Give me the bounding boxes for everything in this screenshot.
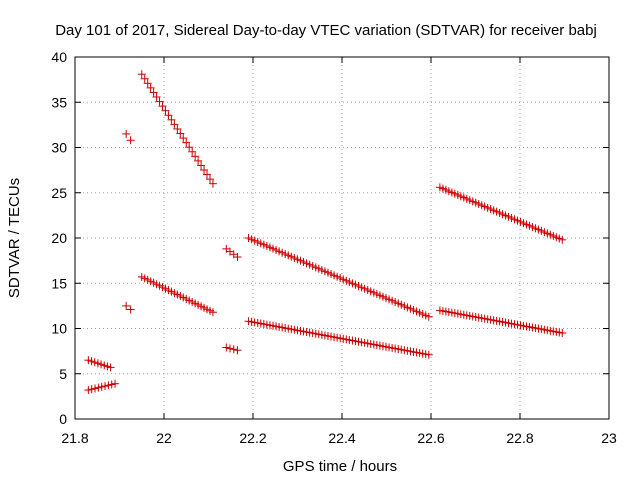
data-point	[149, 88, 158, 97]
data-point	[97, 360, 106, 369]
x-tick-label: 22.6	[417, 430, 444, 446]
data-point	[91, 384, 100, 393]
data-point	[170, 120, 179, 129]
data-point	[173, 124, 182, 133]
data-point	[100, 361, 109, 370]
series-seg-h	[222, 343, 242, 355]
x-tick-label: 22.8	[506, 430, 533, 446]
data-point	[84, 386, 93, 395]
data-point	[152, 93, 161, 102]
data-point	[182, 138, 191, 147]
data-point	[200, 166, 209, 175]
data-point	[106, 363, 115, 372]
data-point	[167, 115, 176, 124]
series-seg-a	[84, 356, 115, 372]
data-point	[164, 111, 173, 120]
data-point	[87, 357, 96, 366]
data-points	[84, 70, 567, 395]
data-point	[126, 305, 135, 314]
data-point	[94, 383, 103, 392]
data-point	[233, 346, 242, 355]
plot-frame	[74, 56, 610, 420]
series-seg-e	[137, 70, 217, 188]
data-point	[233, 253, 242, 262]
data-point	[90, 358, 99, 367]
data-point	[191, 152, 200, 161]
data-point	[558, 235, 567, 244]
y-axis-label: SDTVAR / TECUs	[6, 178, 23, 298]
y-tick-label: 20	[51, 230, 67, 246]
data-point	[146, 83, 155, 92]
data-point	[208, 308, 217, 317]
data-point	[107, 380, 116, 389]
data-point	[179, 134, 188, 143]
data-point	[87, 385, 96, 394]
y-tick-label: 5	[59, 366, 67, 382]
x-tick-label: 22.2	[239, 430, 266, 446]
data-point	[140, 74, 149, 83]
y-tick-label: 25	[51, 185, 67, 201]
y-tick-labels: 0 5 10 15 20 25 30 35 40	[51, 49, 67, 427]
chart-title: Day 101 of 2017, Sidereal Day-to-day VTE…	[55, 22, 597, 39]
y-tick-label: 10	[51, 321, 67, 337]
series-seg-k	[435, 183, 567, 244]
data-point	[104, 381, 113, 390]
data-point	[158, 102, 167, 111]
data-point	[103, 362, 112, 371]
y-tick-label: 40	[51, 49, 67, 65]
series-seg-f	[137, 272, 217, 317]
data-point	[203, 170, 212, 179]
data-point	[111, 379, 120, 388]
data-point	[185, 143, 194, 152]
x-tick-label: 23	[601, 430, 617, 446]
data-point	[143, 79, 152, 88]
series-seg-i	[244, 234, 433, 321]
grid	[75, 57, 609, 419]
y-tick-label: 35	[51, 94, 67, 110]
data-point	[101, 382, 110, 391]
data-point	[424, 312, 433, 321]
y-tick-label: 30	[51, 140, 67, 156]
data-point	[176, 129, 185, 138]
data-point	[197, 161, 206, 170]
data-point	[122, 129, 131, 138]
data-point	[137, 70, 146, 79]
data-point	[205, 175, 214, 184]
data-point	[226, 344, 235, 353]
series-seg-j	[244, 317, 433, 359]
series-seg-c	[122, 129, 135, 145]
data-point	[155, 97, 164, 106]
x-axis-label: GPS time / hours	[283, 458, 397, 475]
series-seg-d	[122, 301, 135, 314]
data-point	[208, 179, 217, 188]
data-point	[84, 356, 93, 365]
data-point	[161, 106, 170, 115]
series-seg-l	[435, 306, 567, 338]
series-seg-g	[222, 244, 242, 262]
data-point	[93, 359, 102, 368]
data-point	[194, 156, 203, 165]
data-point	[558, 329, 567, 338]
data-point	[188, 147, 197, 156]
y-tick-label: 15	[51, 275, 67, 291]
data-point	[97, 382, 106, 391]
x-tick-labels: 21.8 22 22.2 22.4 22.6 22.8 23	[61, 430, 617, 446]
data-point	[126, 136, 135, 145]
x-tick-label: 22.4	[328, 430, 355, 446]
x-tick-label: 21.8	[61, 430, 88, 446]
data-point	[424, 350, 433, 359]
data-point	[122, 301, 131, 310]
y-tick-label: 0	[59, 411, 67, 427]
x-tick-label: 22	[156, 430, 172, 446]
data-point	[222, 343, 231, 352]
data-point	[229, 345, 238, 354]
series-seg-b	[84, 379, 120, 395]
